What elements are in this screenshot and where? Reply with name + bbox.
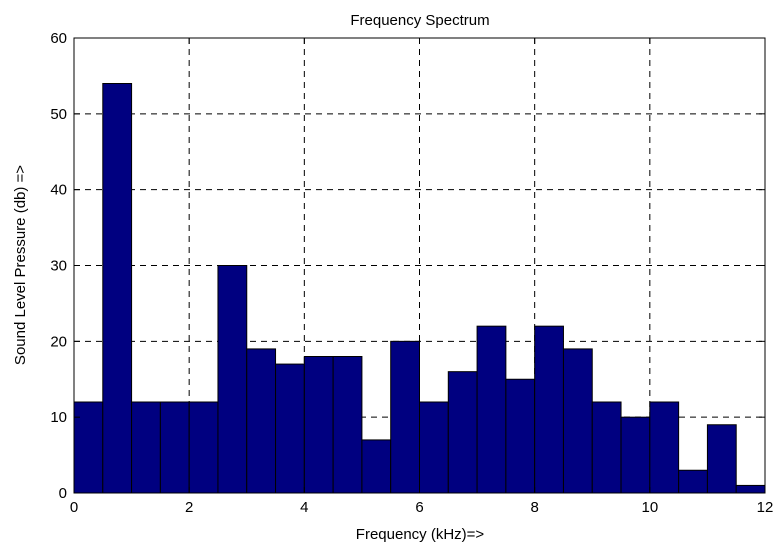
bar bbox=[534, 325, 564, 494]
bars bbox=[73, 83, 766, 494]
bar bbox=[390, 340, 421, 494]
bar bbox=[188, 401, 219, 494]
axis-ticks bbox=[73, 37, 766, 494]
y-tick-label: 30 bbox=[50, 258, 67, 275]
y-tick-label: 10 bbox=[50, 409, 67, 426]
bar bbox=[620, 416, 651, 494]
bar bbox=[476, 325, 507, 494]
bar bbox=[361, 439, 392, 494]
bar bbox=[131, 401, 161, 494]
bar bbox=[217, 265, 248, 494]
bar bbox=[706, 424, 737, 494]
x-tick-label: 2 bbox=[185, 499, 193, 516]
bar bbox=[332, 356, 363, 494]
x-tick-label: 10 bbox=[641, 499, 658, 516]
bar bbox=[562, 348, 593, 494]
bar bbox=[649, 401, 680, 494]
bar bbox=[505, 378, 536, 494]
bar bbox=[102, 83, 133, 494]
x-axis-tick-labels: 0 2 4 6 8 10 12 bbox=[70, 499, 774, 516]
bar bbox=[447, 371, 478, 494]
x-tick-label: 12 bbox=[757, 499, 774, 516]
bar bbox=[303, 356, 334, 494]
bar bbox=[73, 401, 104, 494]
y-tick-label: 60 bbox=[50, 30, 67, 47]
x-tick-label: 4 bbox=[300, 499, 308, 516]
y-axis-title: Sound Level Pressure (db) => bbox=[12, 165, 29, 365]
y-tick-label: 0 bbox=[59, 485, 67, 502]
bar bbox=[591, 401, 622, 494]
x-tick-label: 8 bbox=[530, 499, 538, 516]
bar bbox=[275, 363, 305, 494]
x-tick-label: 0 bbox=[70, 499, 78, 516]
bar bbox=[246, 348, 277, 494]
bar bbox=[735, 484, 766, 494]
chart-title: Frequency Spectrum bbox=[350, 12, 489, 29]
y-axis-tick-labels: 0 10 20 30 40 50 60 bbox=[50, 30, 67, 502]
y-tick-label: 40 bbox=[50, 182, 67, 199]
y-tick-label: 50 bbox=[50, 106, 67, 123]
y-tick-label: 20 bbox=[50, 333, 67, 350]
x-axis-title: Frequency (kHz)=> bbox=[356, 526, 485, 543]
x-tick-label: 6 bbox=[415, 499, 423, 516]
bar bbox=[419, 401, 449, 494]
bar bbox=[159, 401, 190, 494]
bar bbox=[678, 469, 708, 494]
